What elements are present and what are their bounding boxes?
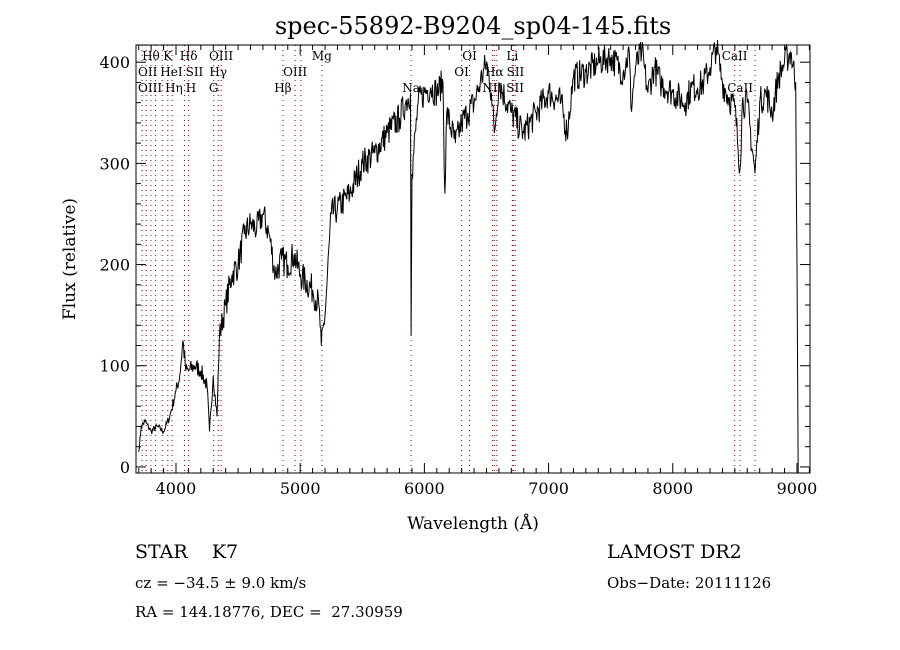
line-label: OIII bbox=[138, 81, 162, 95]
x-tick-label: 8000 bbox=[652, 479, 693, 498]
line-label: CaII bbox=[727, 81, 753, 95]
line-label: OIII bbox=[283, 65, 307, 79]
line-label: OII bbox=[138, 65, 158, 79]
subclass-label: K7 bbox=[211, 541, 239, 563]
spectrum-line bbox=[138, 40, 799, 474]
y-tick-label: 100 bbox=[99, 357, 130, 376]
survey-label: LAMOST DR2 bbox=[607, 541, 742, 563]
axis-ticks: 4000 5000 6000 7000 8000 9000 0 100 200 300 400 bbox=[99, 45, 817, 498]
line-label: OIII bbox=[209, 49, 233, 63]
line-label: NII bbox=[482, 81, 502, 95]
chart-title: spec-55892-B9204_sp04-145.fits bbox=[275, 12, 671, 40]
obs-date-label: Obs−Date: 20111126 bbox=[607, 574, 772, 592]
y-tick-label: 400 bbox=[99, 53, 130, 72]
line-label: OI bbox=[462, 49, 477, 63]
line-label: SII bbox=[507, 65, 525, 79]
y-axis-label: Flux (relative) bbox=[60, 198, 80, 320]
line-label: Hβ bbox=[274, 81, 291, 95]
line-label: Na bbox=[402, 81, 420, 95]
line-label: Mg bbox=[312, 49, 332, 63]
x-tick-label: 5000 bbox=[280, 479, 321, 498]
line-label: HeI bbox=[160, 65, 183, 79]
line-label: Hγ bbox=[209, 65, 227, 79]
y-tick-label: 300 bbox=[99, 154, 130, 173]
line-label: Hθ bbox=[142, 49, 160, 63]
y-tick-label: 200 bbox=[99, 256, 130, 275]
line-label: Hδ bbox=[180, 49, 198, 63]
line-label: SII bbox=[186, 65, 204, 79]
x-tick-label: 9000 bbox=[777, 479, 818, 498]
line-label: G bbox=[209, 81, 219, 95]
line-label: H bbox=[186, 81, 196, 95]
line-label: SII bbox=[506, 81, 524, 95]
line-label: Hα bbox=[485, 65, 504, 79]
line-label: CaII bbox=[722, 49, 748, 63]
x-tick-label: 6000 bbox=[404, 479, 445, 498]
coordinates-label: RA = 144.18776, DEC = 27.30959 bbox=[135, 603, 403, 621]
line-label: Hη bbox=[165, 81, 183, 95]
line-label: OI bbox=[454, 65, 469, 79]
x-axis-label: Wavelength (Å) bbox=[407, 513, 539, 534]
class-label: STAR bbox=[135, 541, 188, 563]
line-label: K bbox=[163, 49, 173, 63]
plot-frame bbox=[135, 44, 811, 474]
redshift-label: cz = −34.5 ± 9.0 km/s bbox=[135, 574, 307, 592]
x-tick-label: 7000 bbox=[528, 479, 569, 498]
line-label: Li bbox=[506, 49, 518, 63]
x-tick-label: 4000 bbox=[156, 479, 197, 498]
object-class: STAR K7 bbox=[135, 541, 238, 563]
y-tick-label: 0 bbox=[120, 458, 130, 477]
